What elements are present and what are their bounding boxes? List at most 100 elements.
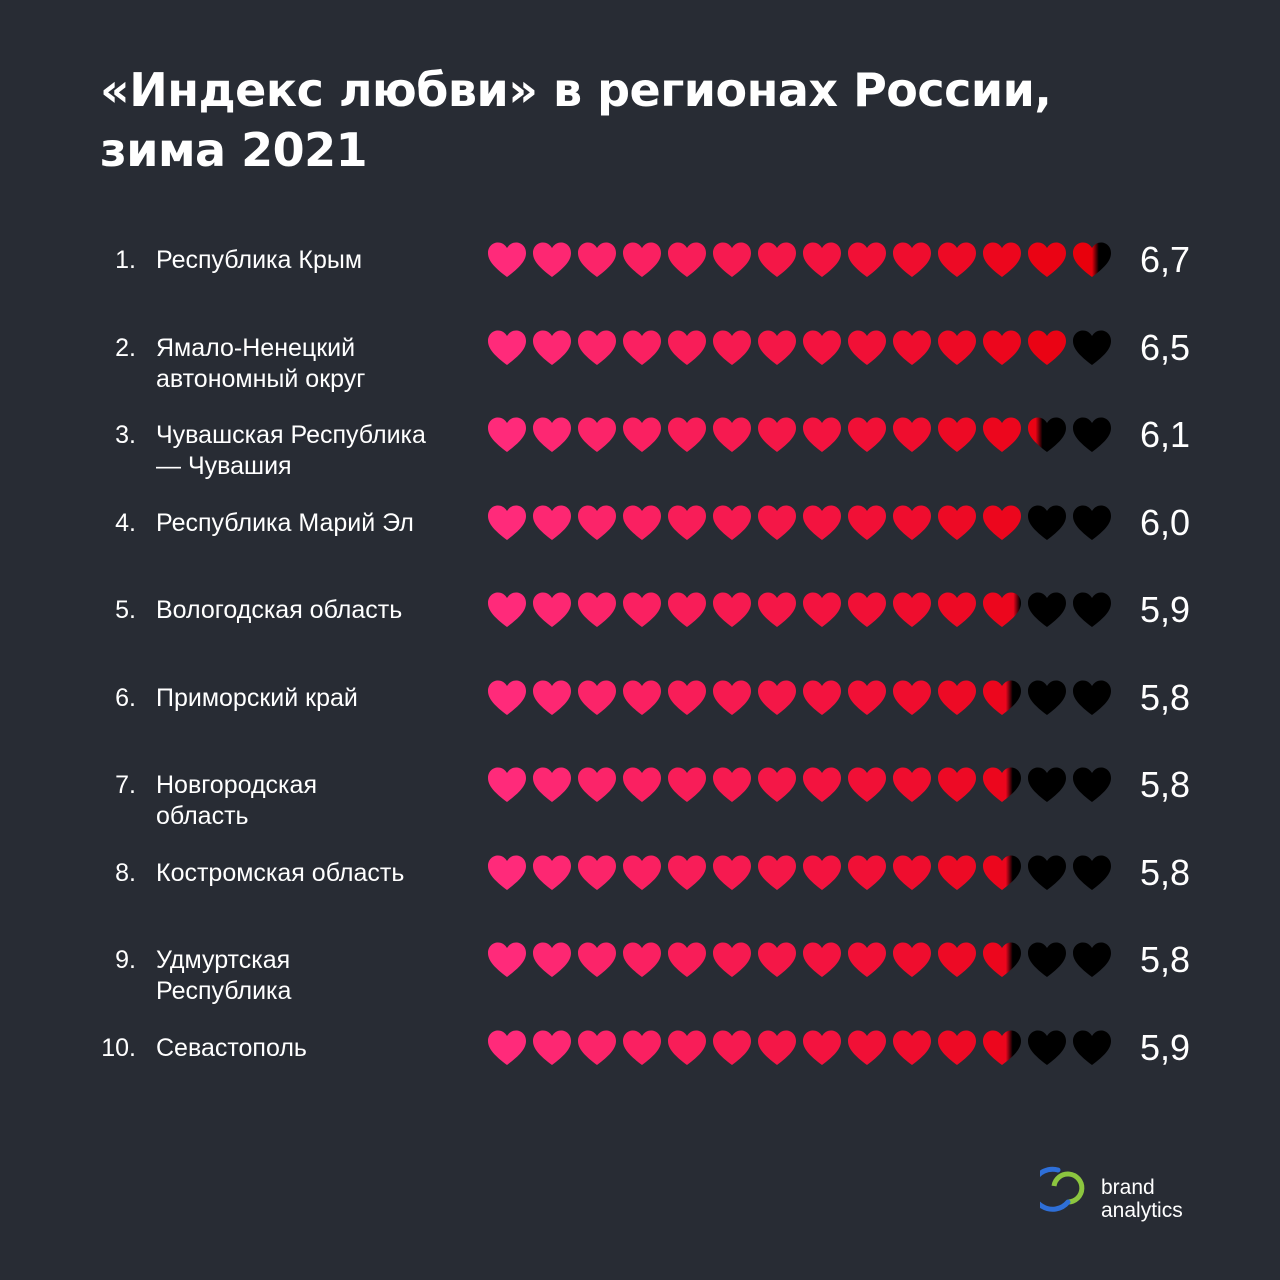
heart-partial	[983, 680, 1021, 715]
heart-full	[578, 855, 616, 890]
heart-full	[713, 330, 751, 365]
heart-bar	[488, 330, 1111, 365]
ranking-row: 8. Костромская область 5,8	[0, 852, 1280, 938]
heart-full	[848, 767, 886, 802]
heart-full	[713, 680, 751, 715]
heart-full	[623, 767, 661, 802]
heart-full	[623, 680, 661, 715]
heart-full	[848, 592, 886, 627]
rank-number: 9.	[115, 946, 136, 974]
heart-empty	[1073, 855, 1111, 890]
heart-full	[488, 505, 526, 540]
heart-full	[578, 505, 616, 540]
brand-analytics-logo: brand analytics	[1040, 1152, 1200, 1224]
heart-full	[938, 417, 976, 452]
heart-full	[758, 592, 796, 627]
logo-text: brand analytics	[1101, 1176, 1183, 1222]
heart-partial	[983, 855, 1021, 890]
heart-full	[713, 592, 751, 627]
ranking-row: 2. Ямало-Ненецкий автономный округ 6,5	[0, 327, 1280, 413]
heart-full	[668, 417, 706, 452]
region-name-line: Республика	[156, 977, 292, 1005]
heart-empty	[1028, 592, 1066, 627]
heart-full	[668, 855, 706, 890]
heart-empty	[1073, 330, 1111, 365]
rank-number: 10.	[101, 1033, 136, 1062]
heart-full	[983, 505, 1021, 540]
region-name: Вологодская область	[156, 595, 466, 626]
heart-full	[848, 680, 886, 715]
heart-empty	[1073, 505, 1111, 540]
heart-full	[758, 680, 796, 715]
region-name-line: область	[156, 802, 249, 830]
heart-full	[623, 1030, 661, 1065]
ranking-row: 6. Приморский край 5,8	[0, 677, 1280, 763]
brand-analytics-logo-icon	[1040, 1154, 1085, 1212]
heart-full	[488, 242, 526, 277]
heart-full	[938, 592, 976, 627]
heart-full	[803, 505, 841, 540]
heart-full	[668, 942, 706, 977]
heart-full	[578, 942, 616, 977]
logo-text-analytics: analytics	[1101, 1199, 1183, 1222]
heart-full	[803, 767, 841, 802]
heart-full	[668, 242, 706, 277]
heart-full	[623, 855, 661, 890]
title-line-1: «Индекс любви» в регионах России,	[100, 63, 1052, 117]
heart-partial	[1028, 417, 1066, 452]
heart-empty	[1073, 680, 1111, 715]
heart-empty	[1073, 942, 1111, 977]
heart-bar	[488, 592, 1111, 627]
region-name: Новгородская область	[156, 770, 466, 832]
heart-full	[533, 942, 571, 977]
page-title: «Индекс любви» в регионах России, зима 2…	[100, 60, 1200, 180]
heart-full	[623, 330, 661, 365]
heart-full	[713, 505, 751, 540]
rank-number: 6.	[115, 683, 136, 712]
region-name-line: автономный округ	[156, 364, 366, 393]
ranking-row: 10. Севастополь 5,9	[0, 1027, 1280, 1113]
heart-full	[668, 1030, 706, 1065]
region-name-line: — Чувашия	[156, 452, 292, 480]
heart-full	[713, 1030, 751, 1065]
heart-full	[668, 680, 706, 715]
heart-full	[668, 330, 706, 365]
heart-full	[938, 330, 976, 365]
region-name: Севастополь	[156, 1033, 466, 1064]
heart-full	[803, 417, 841, 452]
heart-full	[533, 505, 571, 540]
region-name-line: Чувашская Республика	[156, 421, 426, 449]
heart-full	[983, 417, 1021, 452]
region-name-line: Республика Марий Эл	[156, 508, 414, 537]
heart-full	[758, 855, 796, 890]
heart-full	[578, 680, 616, 715]
region-name-line: Удмуртская	[156, 946, 291, 974]
heart-full	[713, 242, 751, 277]
region-name-line: Севастополь	[156, 1033, 307, 1062]
heart-full	[938, 1030, 976, 1065]
heart-empty	[1028, 1030, 1066, 1065]
heart-bar	[488, 680, 1111, 715]
heart-full	[1028, 242, 1066, 277]
rank-number: 2.	[115, 333, 136, 362]
heart-empty	[1073, 592, 1111, 627]
heart-bar	[488, 767, 1111, 802]
ranking-row: 7. Новгородская область 5,8	[0, 765, 1280, 850]
index-value: 5,8	[1139, 939, 1190, 980]
heart-full	[938, 767, 976, 802]
heart-full	[893, 505, 931, 540]
heart-full	[488, 1030, 526, 1065]
heart-bar	[488, 242, 1111, 277]
heart-full	[758, 942, 796, 977]
region-name-line: Костромская область	[156, 858, 405, 887]
heart-full	[578, 417, 616, 452]
heart-full	[488, 942, 526, 977]
heart-full	[938, 242, 976, 277]
heart-full	[848, 417, 886, 452]
heart-full	[668, 767, 706, 802]
heart-partial	[983, 592, 1021, 627]
ranking-row: 9. Удмуртская Республика 5,8	[0, 940, 1280, 1025]
index-value: 5,8	[1139, 851, 1190, 893]
heart-full	[893, 855, 931, 890]
heart-full	[488, 592, 526, 627]
